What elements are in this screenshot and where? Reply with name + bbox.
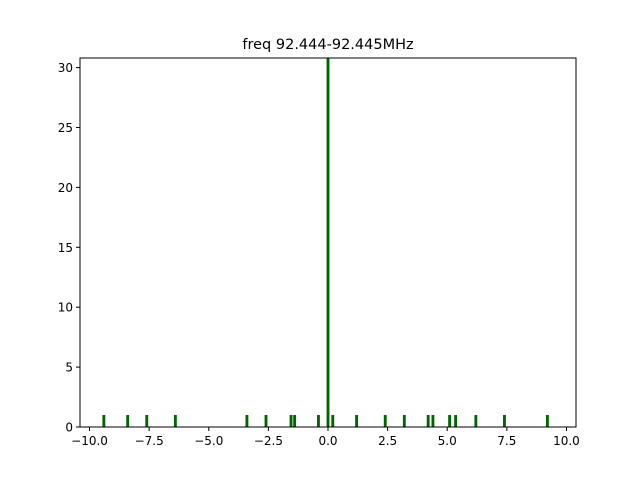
x-tick-label: 2.5 (378, 434, 397, 448)
bar (293, 415, 297, 427)
bar (454, 415, 458, 427)
bar (145, 415, 149, 427)
x-tick-label: −2.5 (254, 434, 283, 448)
bar (448, 415, 452, 427)
bar (383, 415, 387, 427)
bar (245, 415, 249, 427)
y-tick-label: 25 (58, 121, 73, 135)
bar (545, 415, 549, 427)
bar (503, 415, 506, 427)
bar (126, 415, 130, 427)
x-tick-label: 7.5 (497, 434, 516, 448)
x-tick-label: −5.0 (194, 434, 223, 448)
x-tick-label: 10.0 (553, 434, 580, 448)
x-tick-label: −7.5 (135, 434, 164, 448)
bar (402, 415, 406, 427)
bar (431, 415, 435, 427)
bar (474, 415, 478, 427)
bar (426, 415, 430, 427)
y-tick-label: 10 (58, 301, 73, 315)
y-tick-label: 20 (58, 181, 73, 195)
bar (173, 415, 177, 427)
bar (264, 415, 268, 427)
bar (289, 415, 293, 427)
y-axis: 0 5 10 15 20 25 30 (58, 61, 80, 435)
x-tick-label: 5.0 (438, 434, 457, 448)
bar (326, 58, 330, 427)
bar (317, 415, 320, 427)
bar (331, 415, 335, 427)
y-tick-label: 30 (58, 61, 73, 75)
y-tick-label: 15 (58, 241, 73, 255)
x-tick-label: 0.0 (318, 434, 337, 448)
bars-group (102, 58, 549, 427)
bar (355, 415, 359, 427)
chart-title: freq 92.444-92.445MHz (242, 37, 413, 53)
y-tick-label: 5 (65, 361, 73, 375)
y-tick-label: 0 (65, 421, 73, 435)
bar (102, 415, 106, 427)
x-tick-label: −10.0 (71, 434, 108, 448)
x-axis: −10.0 −7.5 −5.0 −2.5 0.0 2.5 5.0 7.5 10.0 (71, 427, 580, 448)
